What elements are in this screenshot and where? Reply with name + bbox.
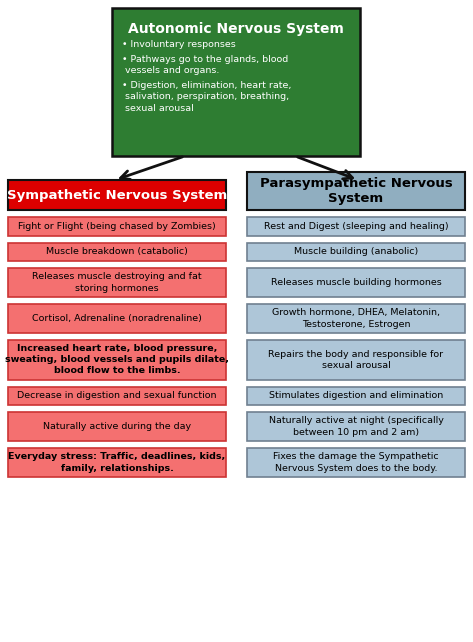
Bar bbox=[8, 340, 226, 379]
Text: Stimulates digestion and elimination: Stimulates digestion and elimination bbox=[269, 391, 443, 400]
Text: Fixes the damage the Sympathetic
Nervous System does to the body.: Fixes the damage the Sympathetic Nervous… bbox=[273, 453, 439, 473]
Bar bbox=[8, 304, 226, 333]
Text: Muscle building (anabolic): Muscle building (anabolic) bbox=[294, 247, 418, 256]
Bar bbox=[247, 172, 465, 210]
Text: Growth hormone, DHEA, Melatonin,
Testosterone, Estrogen: Growth hormone, DHEA, Melatonin, Testost… bbox=[272, 308, 440, 329]
Bar bbox=[8, 217, 226, 236]
Bar bbox=[247, 268, 465, 297]
Bar bbox=[8, 448, 226, 477]
Bar bbox=[112, 8, 360, 156]
Bar bbox=[247, 217, 465, 236]
Bar bbox=[8, 180, 226, 210]
Text: Parasympathetic Nervous
System: Parasympathetic Nervous System bbox=[260, 177, 452, 205]
Text: Sympathetic Nervous System: Sympathetic Nervous System bbox=[7, 189, 227, 202]
Bar bbox=[247, 386, 465, 405]
Text: Autonomic Nervous System: Autonomic Nervous System bbox=[128, 22, 344, 36]
Text: • Pathways go to the glands, blood
 vessels and organs.: • Pathways go to the glands, blood vesse… bbox=[122, 55, 288, 76]
Text: Muscle breakdown (catabolic): Muscle breakdown (catabolic) bbox=[46, 247, 188, 256]
Text: Rest and Digest (sleeping and healing): Rest and Digest (sleeping and healing) bbox=[263, 221, 448, 230]
Bar bbox=[247, 448, 465, 477]
Text: Releases muscle destroying and fat
storing hormones: Releases muscle destroying and fat stori… bbox=[32, 272, 202, 293]
Text: Cortisol, Adrenaline (noradrenaline): Cortisol, Adrenaline (noradrenaline) bbox=[32, 314, 202, 323]
Bar bbox=[8, 386, 226, 405]
Text: Increased heart rate, blood pressure,
sweating, blood vessels and pupils dilate,: Increased heart rate, blood pressure, sw… bbox=[5, 344, 229, 376]
Text: • Involuntary responses: • Involuntary responses bbox=[122, 40, 236, 49]
Bar bbox=[247, 304, 465, 333]
Bar bbox=[8, 243, 226, 261]
Text: Everyday stress: Traffic, deadlines, kids,
family, relationships.: Everyday stress: Traffic, deadlines, kid… bbox=[9, 453, 226, 473]
Text: • Digestion, elimination, heart rate,
 salivation, perspiration, breathing,
 sex: • Digestion, elimination, heart rate, sa… bbox=[122, 81, 291, 113]
Bar bbox=[247, 412, 465, 441]
Bar bbox=[8, 412, 226, 441]
Text: Naturally active during the day: Naturally active during the day bbox=[43, 422, 191, 431]
Text: Releases muscle building hormones: Releases muscle building hormones bbox=[271, 278, 441, 287]
Text: Naturally active at night (specifically
between 10 pm and 2 am): Naturally active at night (specifically … bbox=[269, 417, 444, 437]
Bar bbox=[247, 243, 465, 261]
Bar bbox=[8, 268, 226, 297]
Text: Fight or Flight (being chased by Zombies): Fight or Flight (being chased by Zombies… bbox=[18, 221, 216, 230]
Text: Decrease in digestion and sexual function: Decrease in digestion and sexual functio… bbox=[17, 391, 217, 400]
Bar bbox=[247, 340, 465, 379]
Text: Repairs the body and responsible for
sexual arousal: Repairs the body and responsible for sex… bbox=[269, 350, 444, 370]
